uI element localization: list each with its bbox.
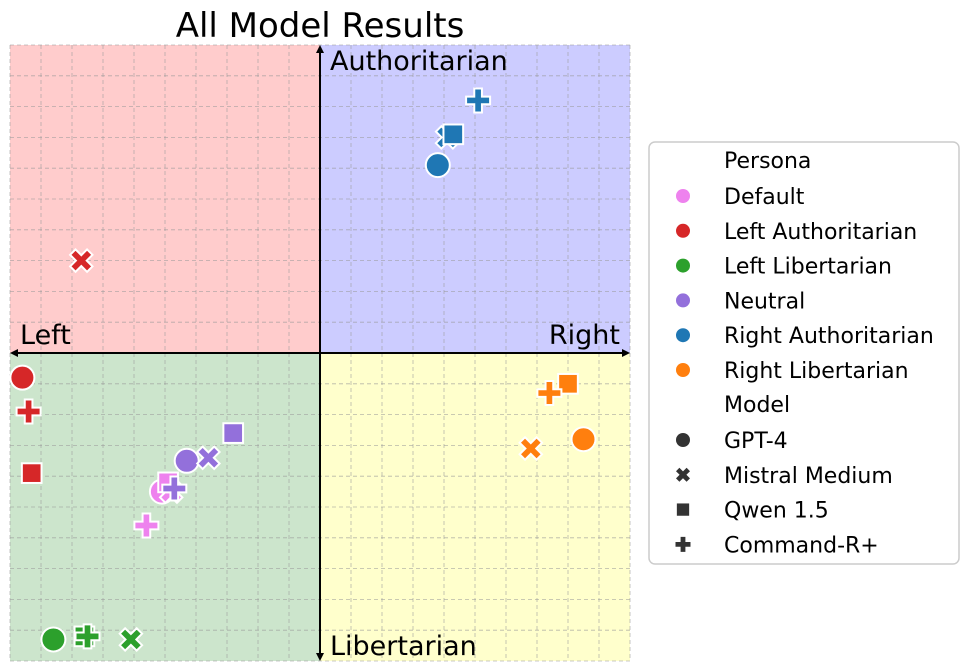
legend-label-gpt-4: GPT-4 <box>724 429 788 454</box>
point-right-authoritarian-qwen-1-5 <box>442 123 465 146</box>
legend-marker-right-libertarian <box>676 363 690 377</box>
legend-marker-gpt-4 <box>676 433 690 447</box>
legend-marker-mistral-medium <box>675 467 691 482</box>
point-neutral-gpt-4 <box>173 447 200 474</box>
axis-label-right: Right <box>549 320 620 351</box>
legend-model-title: Model <box>724 393 790 418</box>
point-left-libertarian-mistral-medium <box>118 626 144 653</box>
point-left-libertarian-command-r <box>74 623 101 650</box>
arrow-right <box>622 349 630 357</box>
legend-marker-left-libertarian <box>676 258 690 273</box>
legend-marker-right-authoritarian <box>676 328 690 343</box>
legend-marker-left-authoritarian <box>676 223 690 238</box>
legend-label-left-authoritarian: Left Authoritarian <box>724 220 917 245</box>
point-default-command-r <box>133 512 160 539</box>
point-neutral-qwen-1-5 <box>222 422 245 444</box>
legend-box <box>648 141 960 565</box>
legend-marker-qwen-1-5 <box>676 503 690 516</box>
arrow-left <box>10 349 18 357</box>
point-left-authoritarian-gpt-4 <box>9 364 36 391</box>
legend-persona-title: Persona <box>724 149 811 174</box>
plot-area: Authoritarian Libertarian Left Right <box>9 44 631 662</box>
legend-marker-command-r <box>675 536 691 552</box>
legend-label-default: Default <box>724 185 805 210</box>
legend-persona-entries: Default Left Authoritarian Left Libertaria… <box>676 185 934 384</box>
legend-label-command-r: Command-R+ <box>724 533 879 558</box>
point-neutral-mistral-medium <box>195 445 222 471</box>
legend-label-qwen-1-5: Qwen 1.5 <box>724 499 829 524</box>
legend-label-left-libertarian: Left Libertarian <box>724 255 892 280</box>
compass-axes <box>10 45 630 661</box>
legend-model-entries: GPT-4 Mistral Medium Qwen 1.5 Command-R+ <box>675 429 893 558</box>
point-left-authoritarian-command-r <box>15 398 42 425</box>
legend-label-right-authoritarian: Right Authoritarian <box>724 324 934 349</box>
legend-label-right-libertarian: Right Libertarian <box>724 359 909 384</box>
point-right-authoritarian-gpt-4 <box>424 152 451 179</box>
arrow-up <box>316 45 324 53</box>
axis-label-left: Left <box>20 320 71 351</box>
legend-label-neutral: Neutral <box>724 289 805 314</box>
point-right-libertarian-qwen-1-5 <box>557 372 579 395</box>
chart-title: All Model Results <box>176 6 465 46</box>
legend-marker-default <box>676 189 690 203</box>
point-neutral-command-r <box>161 475 188 502</box>
point-left-authoritarian-mistral-medium <box>68 247 94 274</box>
legend-label-mistral-medium: Mistral Medium <box>724 464 893 489</box>
legend: Persona Default Left Authoritarian Left Li… <box>648 141 960 565</box>
point-right-libertarian-gpt-4 <box>570 426 597 453</box>
point-right-authoritarian-command-r <box>465 87 492 114</box>
point-right-libertarian-mistral-medium <box>518 435 544 462</box>
legend-marker-neutral <box>676 293 690 308</box>
point-right-libertarian-command-r <box>536 380 563 407</box>
data-points <box>9 87 597 653</box>
point-left-authoritarian-qwen-1-5 <box>20 462 43 484</box>
axis-label-authoritarian: Authoritarian <box>330 46 508 77</box>
point-left-libertarian-gpt-4 <box>40 626 67 653</box>
axis-label-libertarian: Libertarian <box>330 631 477 662</box>
arrow-down <box>316 653 324 661</box>
